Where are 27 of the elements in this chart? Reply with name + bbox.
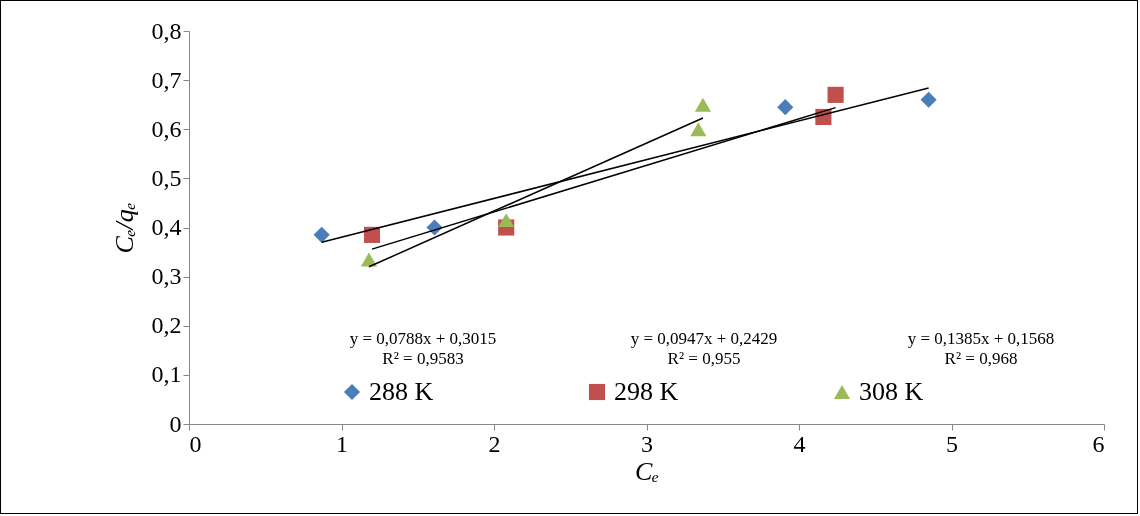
annotation: R² = 0,9583 — [382, 349, 464, 368]
y-tick-label: 0 — [169, 410, 182, 437]
x-tick-label: 4 — [793, 430, 806, 457]
legend-label: 308 K — [859, 377, 924, 406]
y-tick-label: 0,2 — [151, 312, 182, 339]
y-axis-title: Cₑ/qₑ — [109, 202, 139, 254]
annotation: y = 0,0947x + 0,2429 — [630, 329, 778, 348]
annotation: y = 0,0788x + 0,3015 — [349, 329, 497, 348]
y-tick-label: 0,3 — [151, 263, 182, 290]
y-tick-label: 0,5 — [151, 164, 182, 191]
x-tick-label: 2 — [488, 430, 501, 457]
x-tick-label: 5 — [946, 430, 958, 457]
x-tick-label: 1 — [336, 430, 348, 457]
annotation: R² = 0,968 — [944, 349, 1018, 368]
annotation: R² = 0,955 — [667, 349, 741, 368]
x-axis-title: Cₑ — [634, 456, 660, 486]
x-tick-label: 3 — [641, 430, 653, 457]
y-tick-label: 0,6 — [151, 115, 182, 142]
y-tick-label: 0,4 — [151, 214, 182, 240]
legend-label: 288 K — [369, 377, 434, 406]
y-tick-label: 0,1 — [151, 361, 182, 388]
y-tick-label: 0,7 — [151, 66, 182, 93]
x-tick-label: 6 — [1092, 430, 1105, 457]
x-tick-label: 0 — [189, 430, 202, 457]
y-tick-label: 0,8 — [151, 17, 182, 44]
legend-label: 298 K — [614, 377, 679, 406]
annotation: y = 0,1385x + 0,1568 — [907, 329, 1055, 348]
